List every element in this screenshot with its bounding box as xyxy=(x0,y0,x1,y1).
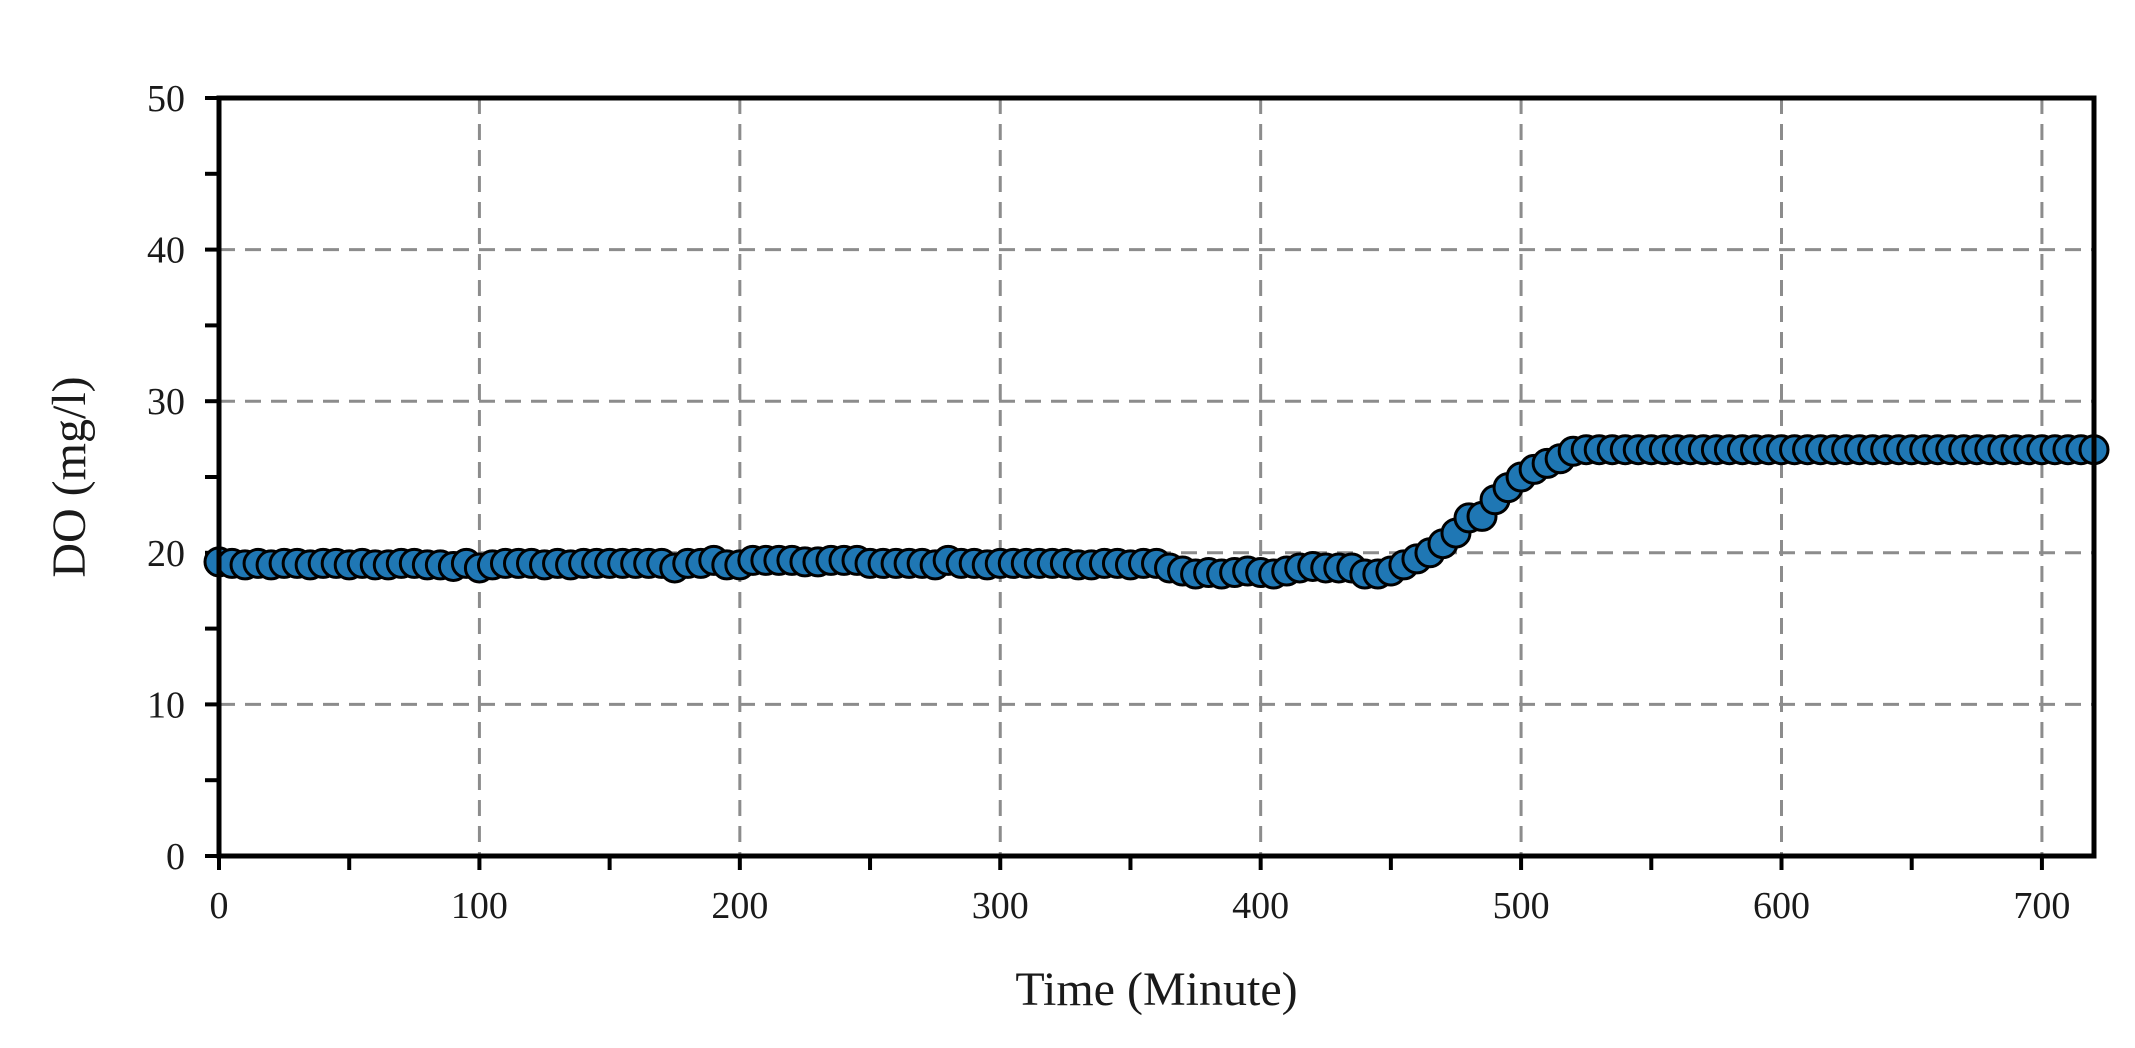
x-tick-label: 200 xyxy=(711,885,768,927)
x-tick-label: 0 xyxy=(210,885,229,927)
y-tick-label: 50 xyxy=(147,78,185,120)
plot-frame xyxy=(216,95,2097,859)
x-tick-label: 100 xyxy=(451,885,508,927)
y-tick-label: 10 xyxy=(147,684,185,726)
y-tick-label: 30 xyxy=(147,381,185,423)
x-tick-label: 600 xyxy=(1753,885,1810,927)
x-tick-label: 300 xyxy=(972,885,1029,927)
x-tick-label: 500 xyxy=(1493,885,1550,927)
x-axis-title: Time (Minute) xyxy=(1015,963,1297,1016)
y-axis-title: DO (mg/l) xyxy=(43,376,96,577)
x-tick-label: 400 xyxy=(1232,885,1289,927)
y-tick-label: 20 xyxy=(147,533,185,575)
y-tick-label: 40 xyxy=(147,230,185,272)
y-tick-labels: 0 10 20 30 40 50 xyxy=(147,78,185,878)
x-tick-labels: 0 100 200 300 400 500 600 700 xyxy=(210,885,2071,927)
x-tick-label: 700 xyxy=(2013,885,2070,927)
data-points xyxy=(203,434,2110,590)
y-tick-label: 0 xyxy=(166,836,185,878)
